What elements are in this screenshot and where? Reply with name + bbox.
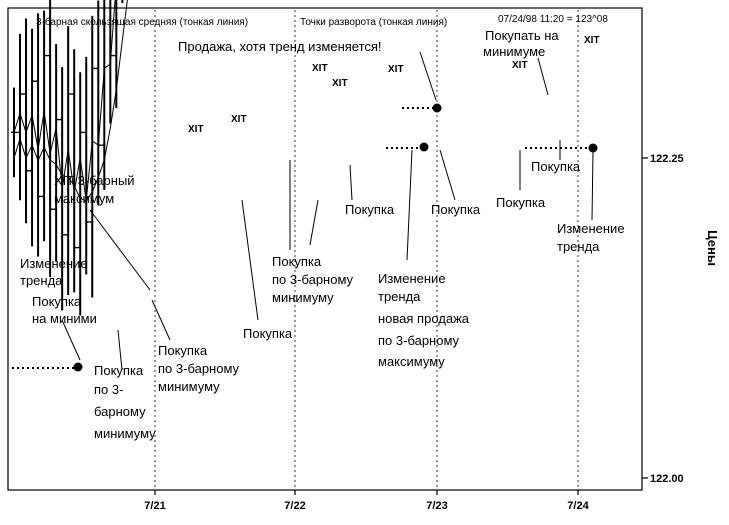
- annotation-label: Изменение: [557, 221, 625, 236]
- annotation-leader: [406, 149, 413, 261]
- annotation-leader: [241, 199, 259, 321]
- annotation-label: XIT: [584, 35, 600, 46]
- annotation-leader: [349, 164, 353, 201]
- annotation-label: Изменение: [378, 271, 446, 286]
- annotation-label: XIT: [231, 114, 247, 125]
- annotation-label: Покупка: [496, 195, 546, 210]
- x-tick-label: 7/22: [284, 500, 305, 512]
- y-axis-label: Цены: [705, 230, 720, 266]
- annotation-label: тренда: [557, 239, 600, 254]
- annotation-label: Покупка: [272, 254, 322, 269]
- annotation-leader: [89, 209, 151, 291]
- annotation-label: Покупка: [94, 363, 144, 378]
- annotation-label: Покупка: [531, 159, 581, 174]
- annotation-label: барному: [94, 404, 146, 419]
- annotation-label: минимуме: [483, 44, 545, 59]
- annotation-label: Покупать на: [485, 28, 559, 43]
- annotation-label: Покупка: [345, 202, 395, 217]
- annotation-label: по 3-барному: [158, 361, 240, 376]
- annotation-label: максимуму: [378, 354, 445, 369]
- annotation-label: новая продажа: [378, 311, 470, 326]
- chart-title-right: Точки разворота (тонкая линия): [300, 17, 447, 28]
- annotation-label: минимуму: [272, 290, 334, 305]
- y-tick-label: 122.25: [650, 153, 684, 165]
- x-tick-label: 7/23: [426, 500, 447, 512]
- annotation-label: тренда: [20, 273, 63, 288]
- plot-frame: [7, 7, 643, 491]
- annotation-label: по 3-барному: [272, 272, 354, 287]
- annotation-leader: [419, 51, 437, 101]
- annotation-leader: [591, 149, 594, 221]
- timestamp-label: 07/24/98 11:20 = 123^08: [498, 14, 608, 25]
- annotation-label: минимуму: [94, 426, 156, 441]
- y-tick-label: 122.00: [650, 473, 684, 485]
- annotation-label: Покупка: [158, 343, 208, 358]
- annotation-label: на миними: [32, 311, 97, 326]
- annotation-label: XIT: [388, 64, 404, 75]
- annotation-label: XIT 3-барный: [54, 173, 135, 188]
- annotation-leader: [117, 329, 123, 371]
- x-tick-label: 7/24: [567, 500, 589, 512]
- annotation-label: XIT: [332, 78, 348, 89]
- signal-marker: [432, 103, 442, 113]
- annotation-leader: [537, 57, 549, 96]
- annotation-label: XIT: [188, 124, 204, 135]
- annotation-label: тренда: [378, 289, 421, 304]
- annotation-leader: [61, 319, 81, 361]
- annotation-label: Покупка: [32, 294, 82, 309]
- annotation-label: минимуму: [158, 379, 220, 394]
- annotation-label: по 3-: [94, 382, 123, 397]
- signal-marker: [588, 143, 598, 153]
- annotation-label: XIT: [512, 60, 528, 71]
- signal-marker: [419, 142, 429, 152]
- annotation-label: Изменение: [20, 256, 88, 271]
- annotation-label: Покупка: [431, 202, 481, 217]
- annotation-leader: [439, 149, 456, 201]
- signal-marker: [73, 362, 83, 372]
- annotation-label: максимум: [54, 191, 114, 206]
- annotation-label: XIT: [312, 63, 328, 74]
- x-tick-label: 7/21: [144, 500, 165, 512]
- annotation-label: Покупка: [243, 326, 293, 341]
- annotation-leader: [151, 299, 171, 341]
- annotation-label: Продажа, хотя тренд изменяется!: [178, 39, 382, 54]
- annotation-leader: [309, 199, 319, 246]
- annotation-label: по 3-барному: [378, 333, 460, 348]
- pivot-line: [13, 0, 128, 202]
- chart-title-left: 3-барная скользящая средняя (тонкая лини…: [36, 16, 248, 28]
